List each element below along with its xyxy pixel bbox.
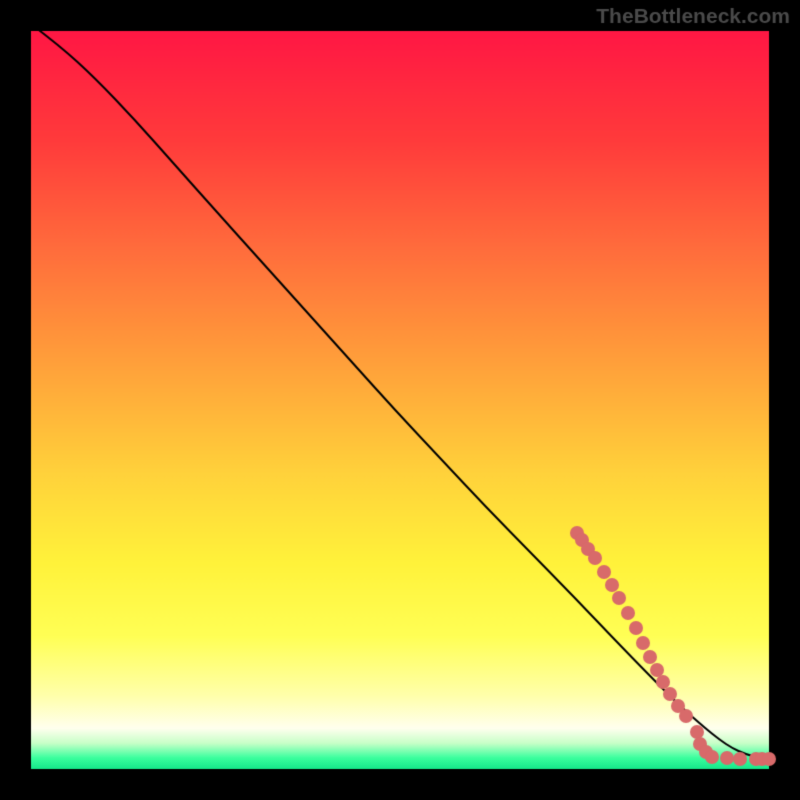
- bottleneck-chart: [0, 0, 800, 800]
